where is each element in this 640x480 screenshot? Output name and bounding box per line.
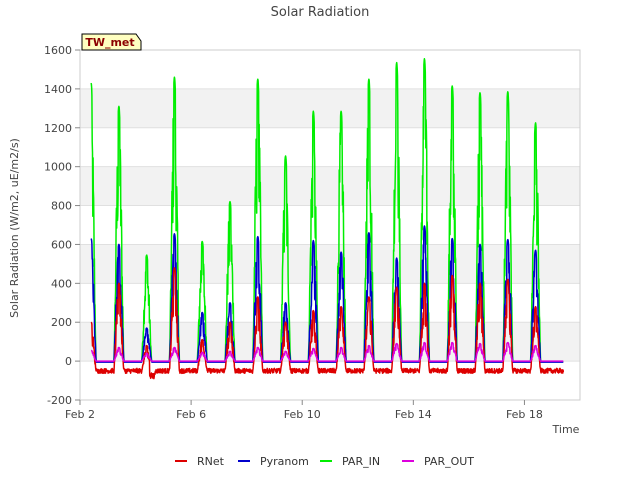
station-badge: TW_met (81, 33, 142, 51)
x-axis-title: Time (552, 423, 580, 436)
x-tick-label: Feb 2 (65, 408, 95, 421)
y-tick-label: 600 (51, 238, 72, 251)
x-tick-label: Feb 6 (176, 408, 206, 421)
legend-label-rnet: RNet (197, 455, 225, 468)
station-badge-label: TW_met (85, 36, 134, 49)
y-tick-label: 800 (51, 200, 72, 213)
y-tick-label: -200 (47, 394, 72, 407)
station-badge-box (81, 33, 142, 51)
x-tick-label: Feb 10 (284, 408, 321, 421)
legend: RNet Pyranom PAR_IN PAR_OUT (175, 455, 474, 468)
y-tick-label: 1200 (44, 122, 72, 135)
grid-band (80, 322, 580, 362)
legend-label-par-in: PAR_IN (342, 455, 380, 468)
y-tick-label: 1600 (44, 44, 72, 57)
plot-area (79, 49, 581, 401)
x-tick-label: Feb 18 (506, 408, 543, 421)
x-axis: Feb 2 Feb 6 Feb 10 Feb 14 Feb 18 (65, 400, 543, 421)
y-axis-title: Solar Radiation (W/m2, uE/m2/s) (8, 138, 21, 318)
legend-label-pyranom: Pyranom (260, 455, 309, 468)
y-tick-label: 200 (51, 316, 72, 329)
y-axis: -200 0 200 400 600 800 1000 1200 1400 1600 (44, 44, 80, 407)
series-line-rnet (90, 267, 565, 380)
x-tick-label: Feb 14 (395, 408, 432, 421)
chart-title: Solar Radiation (271, 5, 370, 20)
y-tick-label: 1000 (44, 161, 72, 174)
grid-band (80, 244, 580, 284)
y-tick-label: 1400 (44, 83, 72, 96)
grid-band (80, 166, 580, 206)
series-layer (90, 58, 565, 380)
y-tick-label: 0 (65, 355, 72, 368)
grid-band (80, 88, 580, 128)
series-line-par-out (90, 341, 564, 362)
legend-label-par-out: PAR_OUT (424, 455, 474, 468)
y-tick-label: 400 (51, 277, 72, 290)
